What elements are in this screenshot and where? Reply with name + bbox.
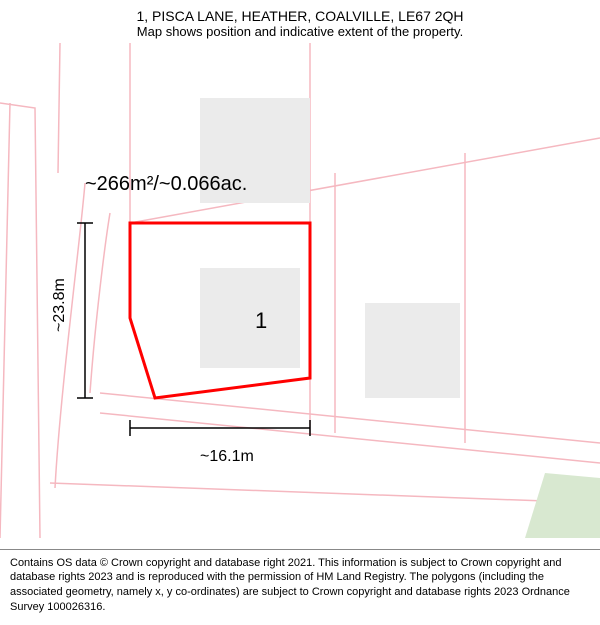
- buildings: [200, 98, 460, 398]
- green-area: [525, 473, 600, 538]
- map-svg: [0, 43, 600, 538]
- page-subtitle: Map shows position and indicative extent…: [0, 24, 600, 39]
- page-title: 1, PISCA LANE, HEATHER, COALVILLE, LE67 …: [0, 8, 600, 24]
- header: 1, PISCA LANE, HEATHER, COALVILLE, LE67 …: [0, 0, 600, 43]
- height-label: ~23.8m: [51, 278, 69, 332]
- footer-text: Contains OS data © Crown copyright and d…: [0, 549, 600, 625]
- width-label: ~16.1m: [200, 448, 254, 466]
- map-area: ~266m²/~0.066ac. ~23.8m ~16.1m 1: [0, 43, 600, 538]
- area-label: ~266m²/~0.066ac.: [85, 173, 247, 196]
- plot-number: 1: [255, 308, 267, 334]
